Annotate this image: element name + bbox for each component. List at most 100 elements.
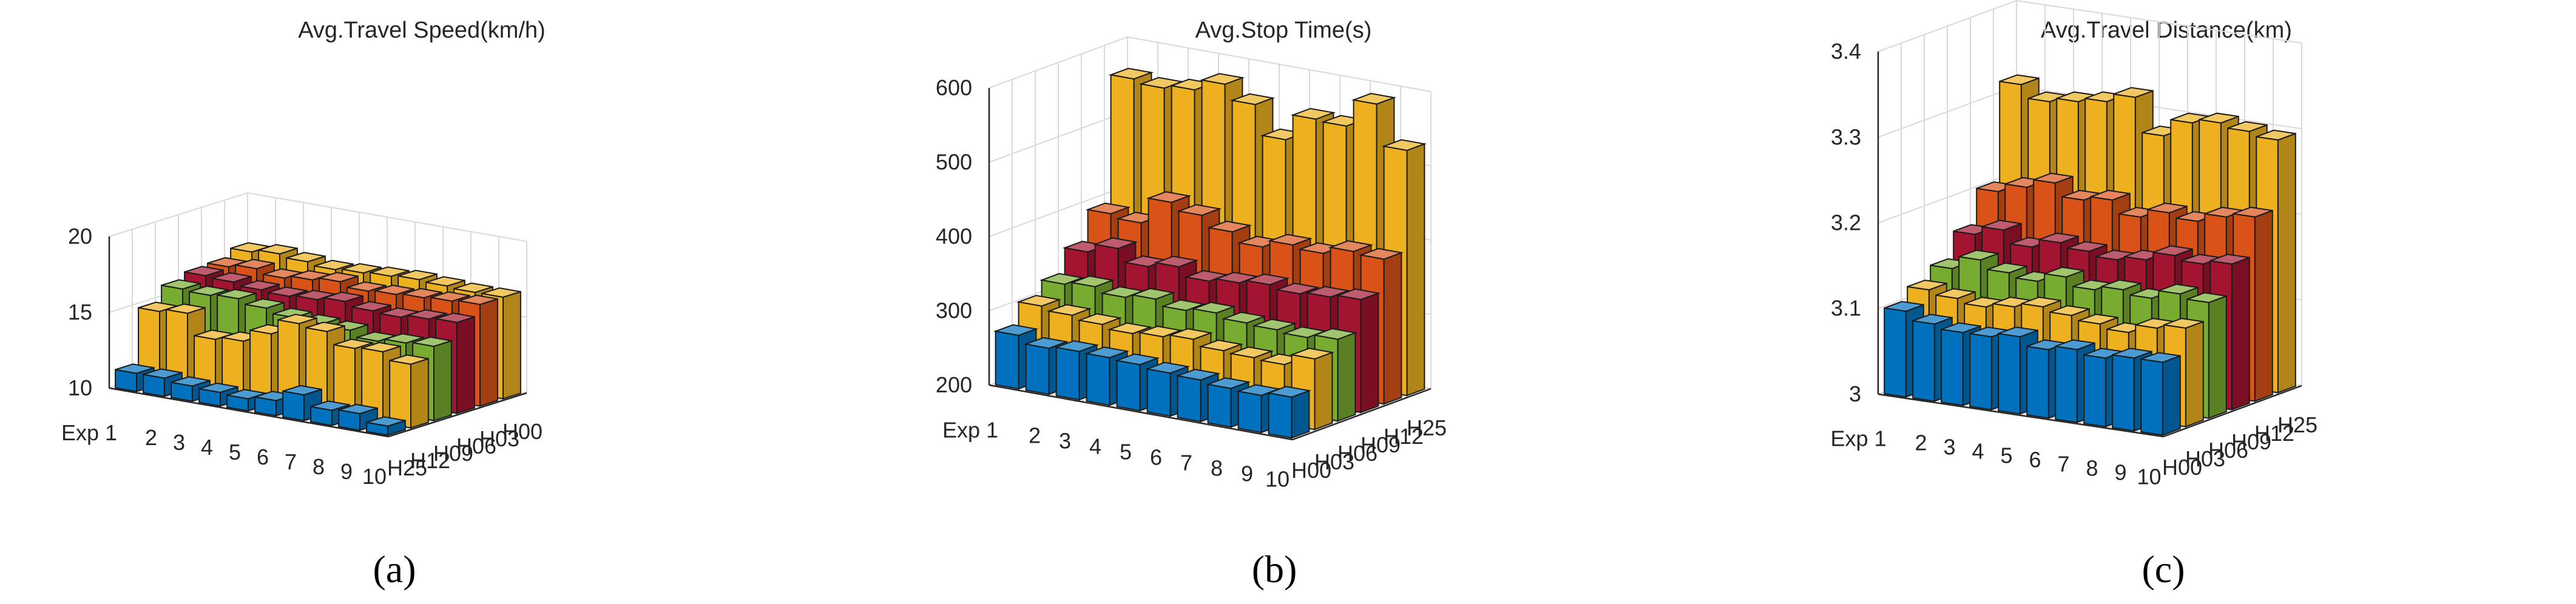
experiment-tick-label: Exp 1 (942, 418, 998, 443)
bar-top-face (402, 287, 442, 299)
panel-c-caption: (c) (2142, 548, 2185, 591)
bar-top-face (2233, 206, 2273, 218)
bar-top-face (1108, 67, 1154, 80)
experiment-tick-label: 9 (2114, 460, 2126, 485)
bar-side-face (1291, 389, 1310, 439)
bar-front-face (1941, 328, 1964, 406)
bar-top-face (2140, 352, 2181, 363)
bar-front-face (1969, 332, 1992, 411)
bar-top-face (1205, 377, 1251, 389)
z-tick-label: 15 (68, 300, 92, 324)
horizon-tick-label: H12 (1384, 424, 1424, 449)
bar-top-face (2113, 87, 2154, 98)
bar-top-face (240, 280, 280, 291)
experiment-axis-line (1878, 393, 2164, 438)
z-tick-label: 3 (1849, 381, 1861, 406)
bar-top-face (268, 286, 308, 297)
bar-top-face (389, 354, 429, 365)
bar-top-face (2147, 202, 2188, 213)
bar-top-face (435, 312, 475, 323)
horizon-tick-label: H03 (479, 426, 519, 451)
bar-side-face (2277, 132, 2296, 394)
bar-side-face (2208, 295, 2227, 419)
panel-a-title: Avg.Travel Speed(km/h) (298, 18, 546, 43)
bar-top-face (1244, 273, 1290, 286)
z-tick-label: 10 (68, 375, 92, 400)
panel-b-title: Avg.Stop Time(s) (1195, 18, 1372, 43)
bar-side-face (1383, 252, 1402, 405)
bar-top-face (198, 382, 238, 394)
bar-front-face (2026, 346, 2049, 419)
bar-top-face (2044, 266, 2084, 278)
bar-top-face (1884, 301, 1924, 312)
bar-top-face (245, 298, 285, 309)
bar-top-face (1907, 280, 1947, 291)
bar-top-face (272, 307, 313, 318)
experiment-tick-label: 7 (285, 449, 297, 474)
bar-front-face (2140, 358, 2163, 436)
bar-top-face (1092, 237, 1138, 249)
horizon-tick-label: H06 (1337, 441, 1378, 466)
bar-H00-exp10 (1266, 386, 1312, 439)
horizon-tick-label: H00 (502, 419, 543, 444)
bar-top-face (1935, 288, 1976, 300)
horizon-tick-label: H06 (456, 434, 496, 458)
bar-top-face (1229, 93, 1276, 106)
bar-top-face (282, 384, 322, 396)
bar-front-face (2083, 354, 2106, 428)
bar-side-face (2185, 320, 2204, 428)
bar-top-face (1053, 340, 1100, 352)
experiment-tick-label: 10 (2137, 465, 2161, 489)
bar-top-face (2090, 189, 2131, 201)
experiment-tick-label: 5 (229, 440, 241, 465)
bar-H03-exp10 (389, 354, 429, 429)
bar-top-face (370, 266, 410, 277)
bar-front-face (1207, 383, 1232, 428)
bar-top-face (2209, 253, 2250, 265)
axes (988, 88, 1432, 441)
bar-top-face (1146, 191, 1192, 203)
bar-top-face (1351, 93, 1397, 105)
bar-front-face (1055, 346, 1080, 401)
bar-top-face (1039, 273, 1085, 285)
experiment-tick-label: 4 (1089, 434, 1101, 459)
bar-top-face (235, 258, 275, 270)
bar-top-face (366, 416, 406, 427)
bar-top-face (1958, 249, 1999, 261)
bar-top-face (258, 244, 298, 255)
bar-top-face (161, 279, 201, 290)
bar-top-face (1016, 295, 1062, 307)
experiment-tick-label: 4 (1972, 439, 1984, 464)
bars (993, 67, 1427, 439)
bar-top-face (115, 363, 155, 374)
bar-top-face (1077, 313, 1123, 326)
bar-top-face (305, 321, 345, 332)
bar-top-face (286, 252, 326, 263)
bar-top-face (184, 266, 224, 277)
bar-top-face (2163, 318, 2204, 329)
z-tick-label: 400 (936, 224, 972, 249)
experiment-tick-label: 10 (1265, 467, 1290, 492)
panel-c-travel-distance: Avg.Travel Distance(km) 3 3.1 3.2 3.3 3.4 Exp… (1830, 0, 2317, 591)
bar-top-face (425, 276, 465, 287)
horizon-tick-label: H12 (410, 448, 450, 473)
bar-top-face (2199, 112, 2239, 124)
bar-H00-exp9 (338, 403, 378, 431)
bar-top-face (338, 403, 378, 415)
bar-top-face (166, 303, 206, 314)
bar-top-face (2152, 245, 2193, 257)
axes (1877, 52, 2302, 438)
z-tick-label: 3.4 (1831, 39, 1861, 64)
experiment-tick-label: 8 (313, 454, 325, 479)
bar-top-face (310, 400, 350, 411)
horizon-tick-label: H25 (387, 455, 427, 480)
bar-top-face (277, 314, 317, 324)
bar-top-face (453, 282, 493, 294)
experiment-tick-label: 7 (1180, 451, 1192, 475)
bar-H00-exp10 (2140, 352, 2181, 436)
horizon-tick-label: H09 (2231, 429, 2271, 454)
bar-top-face (347, 281, 387, 292)
